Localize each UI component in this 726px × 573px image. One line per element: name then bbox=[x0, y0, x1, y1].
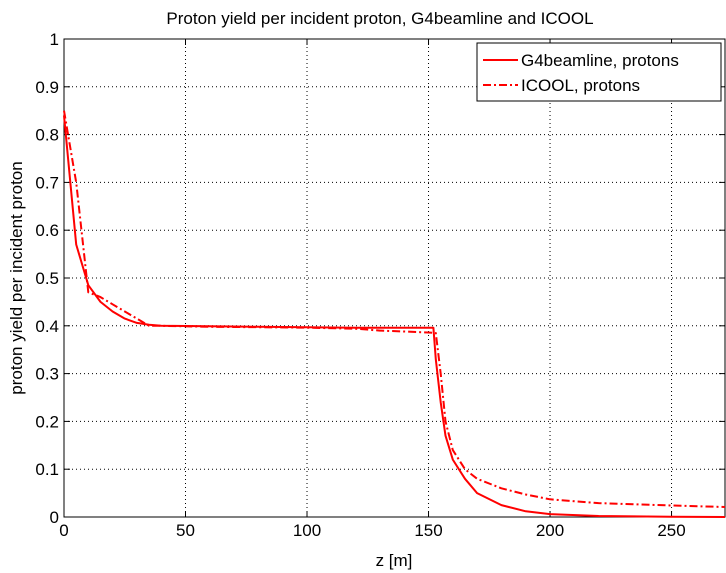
legend-box bbox=[476, 42, 722, 102]
x-tick-label: 100 bbox=[293, 521, 321, 540]
x-axis-label: z [m] bbox=[376, 551, 413, 570]
series-line-icool bbox=[63, 110, 726, 508]
y-tick-label: 0.6 bbox=[35, 221, 59, 240]
y-tick-labels: 0 0.1 0.2 0.3 0.4 0.5 0.6 0.7 0.8 0.9 1 bbox=[35, 30, 59, 527]
series-line-g4beamline bbox=[63, 115, 726, 518]
legend: G4beamline, protons ICOOL, protons bbox=[476, 42, 722, 102]
y-tick-label: 0.3 bbox=[35, 365, 59, 384]
y-tick-label: 0 bbox=[50, 508, 59, 527]
chart-title: Proton yield per incident proton, G4beam… bbox=[166, 9, 593, 28]
y-tick-label: 0.2 bbox=[35, 412, 59, 431]
x-tick-label: 200 bbox=[536, 521, 564, 540]
x-tick-labels: 0 50 100 150 200 250 bbox=[59, 521, 685, 540]
x-tick-label: 150 bbox=[414, 521, 442, 540]
x-tick-label: 0 bbox=[59, 521, 68, 540]
grid bbox=[64, 39, 725, 517]
y-tick-label: 0.8 bbox=[35, 126, 59, 145]
series-layer bbox=[63, 110, 726, 518]
x-tick-label: 250 bbox=[657, 521, 685, 540]
plot-area-frame bbox=[63, 38, 726, 518]
y-tick-label: 0.7 bbox=[35, 173, 59, 192]
y-tick-label: 1 bbox=[50, 30, 59, 49]
legend-label-icool: ICOOL, protons bbox=[521, 76, 640, 95]
y-tick-label: 0.9 bbox=[35, 78, 59, 97]
legend-label-g4beamline: G4beamline, protons bbox=[521, 51, 679, 70]
axis-ticks bbox=[63, 38, 725, 518]
x-tick-label: 50 bbox=[176, 521, 195, 540]
y-tick-label: 0.4 bbox=[35, 317, 59, 336]
y-tick-label: 0.5 bbox=[35, 269, 59, 288]
y-tick-label: 0.1 bbox=[35, 460, 59, 479]
y-axis-label: proton yield per incident proton bbox=[7, 161, 26, 394]
